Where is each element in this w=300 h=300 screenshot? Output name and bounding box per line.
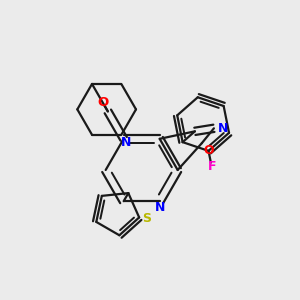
Text: N: N [218, 122, 228, 135]
Text: F: F [207, 160, 216, 173]
Text: N: N [155, 201, 166, 214]
Text: O: O [204, 144, 214, 157]
Text: S: S [142, 212, 151, 226]
Text: N: N [121, 136, 131, 149]
Text: O: O [97, 96, 109, 109]
